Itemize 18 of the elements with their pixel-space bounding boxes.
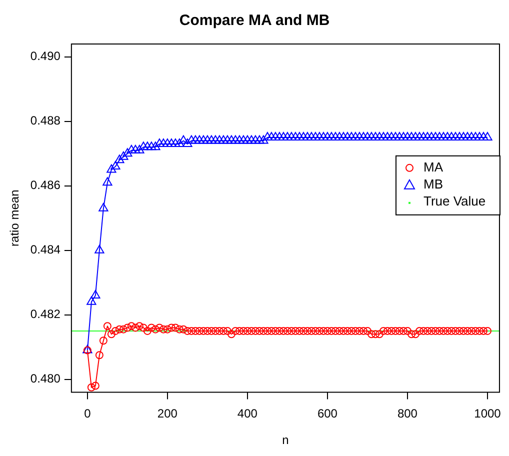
y-tick-label: 0.480 (30, 372, 61, 386)
y-tick-label: 0.482 (30, 307, 61, 322)
y-tick-label: 0.490 (30, 49, 61, 64)
y-tick-label: 0.486 (30, 178, 61, 192)
x-axis-title: n (282, 433, 289, 448)
y-axis-title: ratio mean (8, 190, 22, 246)
x-tick-label: 800 (397, 406, 418, 421)
legend-label: MB (423, 176, 443, 192)
legend-label: True Value (423, 194, 486, 208)
chart-title: Compare MA and MB (179, 12, 330, 30)
x-tick-label: 400 (237, 406, 258, 421)
x-tick-label: 200 (157, 406, 178, 421)
x-tick-label: 600 (317, 406, 338, 421)
x-tick-label: 0 (84, 406, 92, 421)
legend-label: MA (423, 160, 444, 174)
y-tick-label: 0.488 (30, 114, 61, 128)
y-tick-label: 0.484 (30, 242, 61, 257)
x-tick-label: 1000 (474, 406, 502, 421)
